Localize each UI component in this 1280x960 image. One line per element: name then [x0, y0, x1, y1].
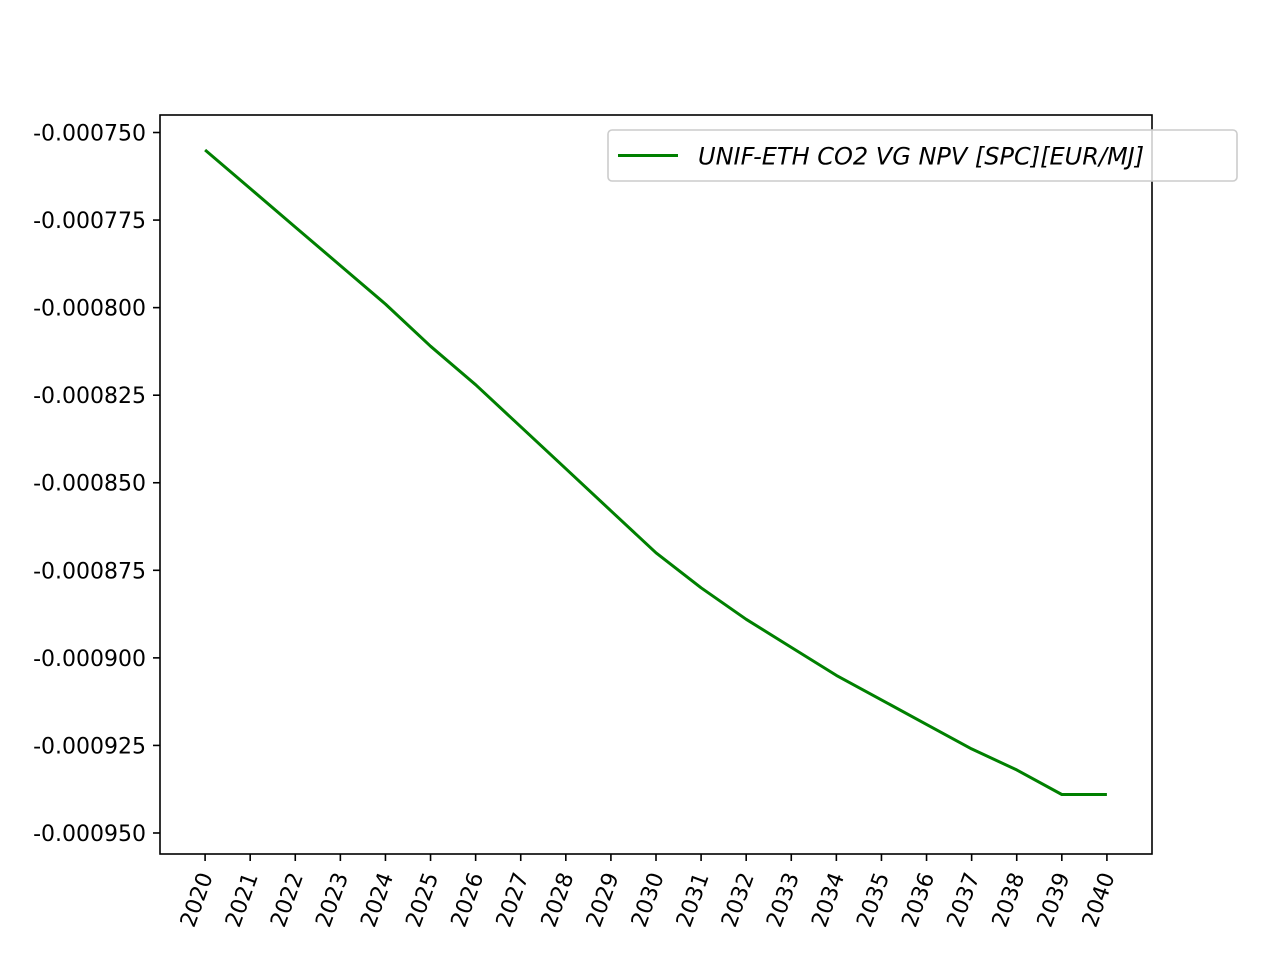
y-axis: -0.000750 -0.000775 -0.000800 -0.000825 -0.0… — [33, 122, 160, 847]
y-tick-label: -0.000950 — [33, 822, 146, 847]
x-tick-label: 2040 — [1078, 870, 1121, 931]
x-tick-label: 2028 — [537, 870, 580, 931]
x-tick-label: 2026 — [447, 870, 490, 931]
plot-area — [159, 114, 1153, 855]
x-tick-label: 2035 — [852, 870, 895, 931]
y-tick-label: -0.000850 — [33, 472, 146, 497]
legend-box — [607, 129, 1238, 182]
x-tick-label: 2030 — [627, 870, 670, 931]
x-tick-label: 2025 — [402, 870, 445, 931]
x-tick-label: 2038 — [988, 870, 1031, 931]
x-tick-label: 2036 — [898, 870, 941, 931]
y-tick-label: -0.000825 — [33, 384, 146, 409]
x-tick-label: 2020 — [176, 870, 219, 931]
x-tick-label: 2027 — [492, 870, 535, 931]
y-tick-label: -0.000750 — [33, 122, 146, 147]
x-tick-label: 2032 — [717, 870, 760, 931]
legend: UNIF-ETH CO2 VG NPV [SPC][EUR/MJ] — [607, 129, 1238, 182]
legend-label: UNIF-ETH CO2 VG NPV [SPC][EUR/MJ] — [698, 143, 1144, 171]
y-tick-label: -0.000875 — [33, 559, 146, 584]
y-tick-label: -0.000775 — [33, 209, 146, 234]
x-tick-label: 2039 — [1033, 870, 1076, 931]
x-tick-label: 2037 — [943, 870, 986, 931]
y-tick-label: -0.000925 — [33, 734, 146, 759]
series-line — [204, 148, 1107, 796]
x-tick-label: 2024 — [356, 870, 399, 931]
x-tick-label: 2022 — [266, 870, 309, 931]
y-tick-label: -0.000800 — [33, 297, 146, 322]
x-tick-label: 2021 — [221, 870, 264, 931]
x-tick-label: 2033 — [762, 870, 805, 931]
axes-frame — [159, 114, 1153, 855]
x-tick-label: 2023 — [311, 870, 354, 931]
x-tick-label: 2034 — [807, 870, 850, 931]
x-tick-label: 2031 — [672, 870, 715, 931]
x-tick-label: 2029 — [582, 870, 625, 931]
y-tick-label: -0.000900 — [33, 647, 146, 672]
x-axis: 2020 2021 2022 2023 2024 2025 2026 2027 2028 2029… — [176, 854, 1121, 931]
